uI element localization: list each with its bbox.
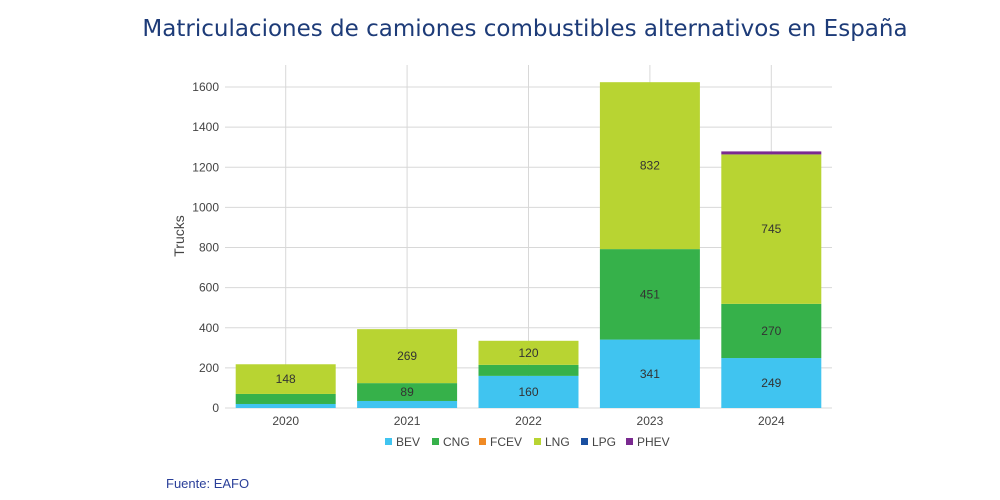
- bar-segment-bev: [721, 358, 822, 408]
- bar-segment-bev: [599, 339, 700, 408]
- bar-segment-lng: [599, 82, 700, 250]
- bar-segment-lng: [721, 154, 822, 304]
- y-tick-label: 1000: [192, 200, 219, 214]
- bar-segment-cng: [721, 303, 822, 359]
- x-tick-label: 2021: [394, 414, 421, 428]
- y-tick-label: 1200: [192, 160, 219, 174]
- legend-label: LNG: [545, 435, 570, 449]
- bar-segment-phev: [721, 151, 822, 155]
- bar-segment-bev: [478, 375, 579, 408]
- legend-swatch-bev: [385, 438, 392, 445]
- data-label: 160: [518, 385, 538, 399]
- bar-segment-lng: [357, 329, 458, 384]
- bar-segment-lng: [478, 340, 579, 365]
- x-tick-label: 2023: [637, 414, 664, 428]
- data-label: 832: [640, 159, 660, 173]
- source-note: Fuente: EAFO: [166, 476, 250, 491]
- y-tick-label: 600: [199, 281, 219, 295]
- data-label: 249: [761, 376, 781, 390]
- x-tick-label: 2024: [758, 414, 785, 428]
- y-tick-label: 1400: [192, 120, 219, 134]
- data-label: 89: [400, 385, 414, 399]
- data-label: 451: [640, 287, 660, 301]
- x-tick-label: 2020: [272, 414, 299, 428]
- legend-label: PHEV: [637, 435, 670, 449]
- legend-swatch-lpg: [581, 438, 588, 445]
- y-axis-label: Trucks: [171, 215, 187, 256]
- legend-swatch-cng: [432, 438, 439, 445]
- data-label: 745: [761, 222, 781, 236]
- y-tick-label: 400: [199, 321, 219, 335]
- bar-segment-cng: [357, 383, 458, 401]
- legend-label: LPG: [592, 435, 616, 449]
- bar-segment-bev: [235, 403, 336, 408]
- y-tick-label: 1600: [192, 80, 219, 94]
- data-label: 341: [640, 367, 660, 381]
- data-label: 120: [518, 346, 538, 360]
- legend-label: BEV: [396, 435, 420, 449]
- bar-segment-cng: [235, 393, 336, 404]
- y-tick-label: 0: [212, 401, 219, 415]
- legend-label: FCEV: [490, 435, 522, 449]
- legend-swatch-lng: [534, 438, 541, 445]
- bar-segment-cng: [478, 364, 579, 376]
- data-label: 269: [397, 349, 417, 363]
- legend-swatch-fcev: [479, 438, 486, 445]
- data-label: 148: [276, 372, 296, 386]
- legend-swatch-phev: [626, 438, 633, 445]
- bar-segment-lng: [235, 364, 336, 394]
- bar-segment-bev: [357, 400, 458, 408]
- bar-segment-cng: [599, 249, 700, 340]
- x-tick-label: 2022: [515, 414, 542, 428]
- chart-title: Matriculaciones de camiones combustibles…: [142, 16, 908, 42]
- legend-label: CNG: [443, 435, 470, 449]
- y-tick-label: 800: [199, 241, 219, 255]
- data-label: 270: [761, 324, 781, 338]
- y-tick-label: 200: [199, 361, 219, 375]
